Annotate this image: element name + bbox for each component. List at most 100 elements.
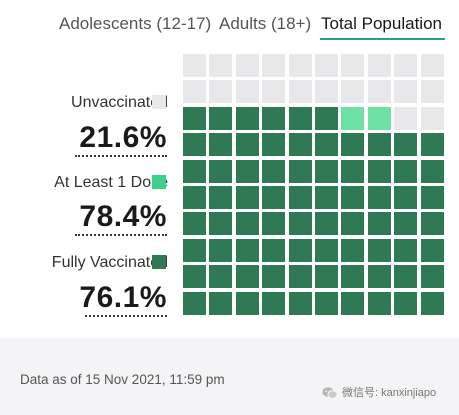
full-cell bbox=[235, 291, 259, 315]
full-cell bbox=[394, 238, 418, 262]
full-cell bbox=[315, 133, 338, 157]
full-cell bbox=[209, 133, 233, 157]
unvaccinated-cell bbox=[367, 54, 391, 77]
full-cell bbox=[367, 186, 391, 209]
full-cell bbox=[288, 186, 312, 209]
full-cell bbox=[262, 133, 286, 157]
full-cell bbox=[262, 212, 286, 236]
full-cell bbox=[394, 265, 418, 289]
unvaccinated-cell bbox=[183, 54, 206, 77]
unvaccinated-cell bbox=[394, 54, 418, 77]
full-cell bbox=[209, 238, 233, 262]
full-cell bbox=[183, 106, 206, 130]
full-cell bbox=[288, 159, 312, 183]
unvaccinated-cell bbox=[209, 80, 233, 104]
unvaccinated-cell bbox=[420, 54, 444, 77]
full-cell bbox=[341, 133, 365, 157]
full-cell bbox=[235, 159, 259, 183]
unvaccinated-cell bbox=[262, 54, 286, 77]
full-cell bbox=[420, 238, 444, 262]
full-cell bbox=[262, 106, 286, 130]
at-least-one-dose-underline bbox=[75, 234, 167, 236]
unvaccinated-cell bbox=[262, 80, 286, 104]
unvaccinated-cell bbox=[420, 106, 444, 130]
at-least-one-dose-swatch bbox=[152, 175, 166, 189]
full-cell bbox=[262, 265, 286, 289]
waffle-chart bbox=[183, 54, 445, 316]
full-cell bbox=[367, 238, 391, 262]
full-cell bbox=[183, 265, 206, 289]
full-cell bbox=[420, 159, 444, 183]
full-cell bbox=[183, 291, 206, 315]
fully-vaccinated-value: 76.1% bbox=[79, 281, 167, 314]
full-cell bbox=[394, 212, 418, 236]
full-cell bbox=[235, 186, 259, 209]
unvaccinated-cell bbox=[420, 80, 444, 104]
full-cell bbox=[235, 106, 259, 130]
full-cell bbox=[209, 106, 233, 130]
full-cell bbox=[209, 265, 233, 289]
full-cell bbox=[315, 238, 338, 262]
fully-vaccinated-label: Fully Vaccinated bbox=[51, 254, 168, 271]
tab-adolescents[interactable]: Adolescents (12-17) bbox=[59, 14, 212, 33]
full-cell bbox=[235, 238, 259, 262]
full-cell bbox=[262, 291, 286, 315]
population-tabs: Adolescents (12-17) Adults (18+) Total P… bbox=[0, 12, 459, 42]
full-cell bbox=[315, 106, 338, 130]
full-cell bbox=[209, 186, 233, 209]
full-cell bbox=[262, 159, 286, 183]
full-cell bbox=[183, 212, 206, 236]
full-cell bbox=[341, 186, 365, 209]
full-cell bbox=[209, 212, 233, 236]
full-cell bbox=[209, 159, 233, 183]
unvaccinated-label: Unvaccinated bbox=[71, 94, 168, 111]
full-cell bbox=[315, 159, 338, 183]
unvaccinated-cell bbox=[315, 80, 338, 104]
tab-total-population[interactable]: Total Population bbox=[321, 14, 442, 33]
unvaccinated-underline bbox=[75, 155, 167, 157]
full-cell bbox=[183, 238, 206, 262]
unvaccinated-cell bbox=[394, 106, 418, 130]
full-cell bbox=[235, 212, 259, 236]
full-cell bbox=[394, 186, 418, 209]
full-cell bbox=[394, 159, 418, 183]
full-cell bbox=[315, 265, 338, 289]
partial-cell bbox=[367, 106, 391, 130]
watermark: 微信号: kanxinjiapo bbox=[322, 383, 436, 403]
full-cell bbox=[288, 212, 312, 236]
full-cell bbox=[235, 265, 259, 289]
full-cell bbox=[420, 265, 444, 289]
unvaccinated-cell bbox=[341, 54, 365, 77]
data-date-text: Data as of 15 Nov 2021, 11:59 pm bbox=[20, 372, 225, 387]
unvaccinated-cell bbox=[288, 80, 312, 104]
full-cell bbox=[341, 291, 365, 315]
full-cell bbox=[315, 291, 338, 315]
unvaccinated-swatch bbox=[152, 95, 166, 109]
full-cell bbox=[341, 212, 365, 236]
tab-adults[interactable]: Adults (18+) bbox=[219, 14, 312, 33]
full-cell bbox=[315, 186, 338, 209]
full-cell bbox=[288, 133, 312, 157]
full-cell bbox=[315, 212, 338, 236]
full-cell bbox=[420, 212, 444, 236]
unvaccinated-cell bbox=[209, 54, 233, 77]
unvaccinated-cell bbox=[394, 80, 418, 104]
full-cell bbox=[288, 265, 312, 289]
fully-vaccinated-swatch bbox=[152, 255, 166, 269]
full-cell bbox=[262, 238, 286, 262]
full-cell bbox=[367, 291, 391, 315]
footer-bar bbox=[0, 338, 459, 415]
active-tab-underline bbox=[320, 38, 445, 40]
at-least-one-dose-value: 78.4% bbox=[79, 200, 167, 233]
full-cell bbox=[367, 159, 391, 183]
full-cell bbox=[394, 133, 418, 157]
unvaccinated-cell bbox=[235, 80, 259, 104]
unvaccinated-cell bbox=[235, 54, 259, 77]
full-cell bbox=[420, 291, 444, 315]
full-cell bbox=[394, 291, 418, 315]
full-cell bbox=[262, 186, 286, 209]
fully-vaccinated-underline bbox=[85, 315, 167, 317]
full-cell bbox=[420, 186, 444, 209]
wechat-icon bbox=[322, 386, 338, 400]
full-cell bbox=[367, 133, 391, 157]
